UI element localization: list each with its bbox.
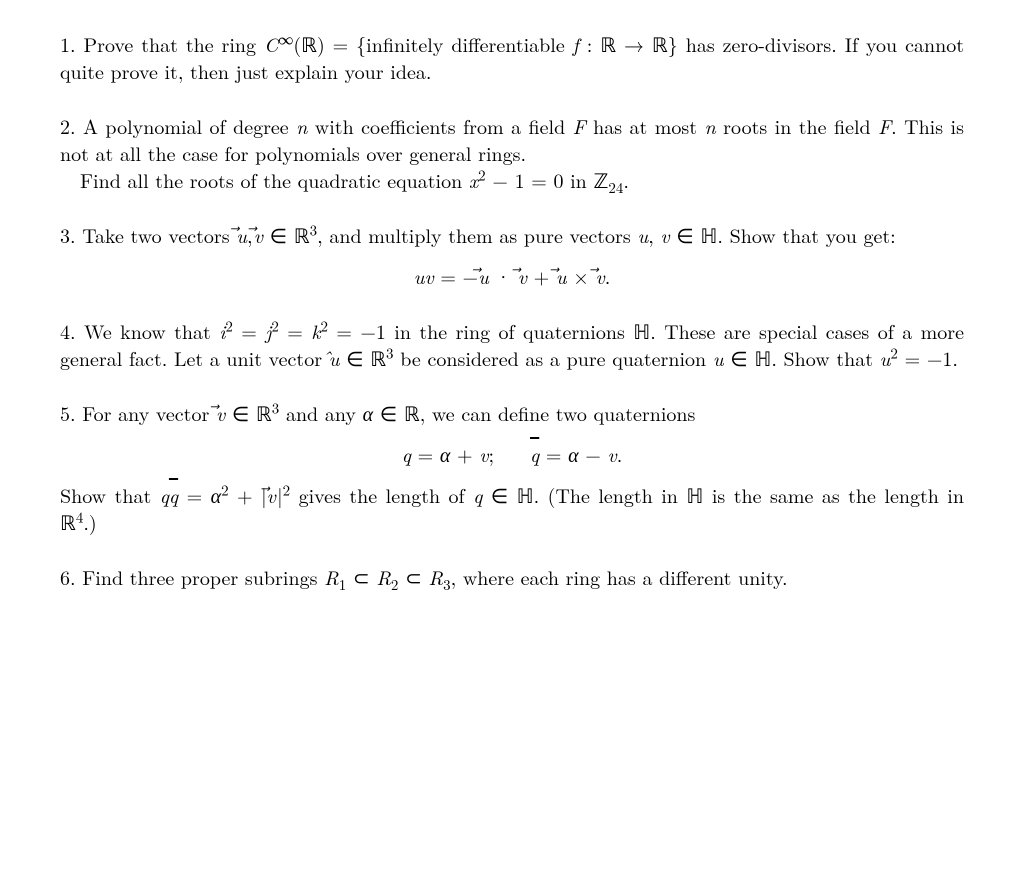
problem-1-body: 1. Prove that the ring C∞(ℝ) = {infinite… [60,30,964,84]
problem-3-text: Take two vectors u, v ∈ ℝ3, and multiply… [82,220,895,249]
problem-5-number: 5. [60,398,76,427]
problem-5-after: Show that qq = α2 + |v |2 gives the leng… [60,481,964,535]
problem-5-body: 5. For any vector v ∈ ℝ3 and any α ∈ ℝ, … [60,399,964,426]
problem-3-number: 3. [60,220,76,249]
problem-4-body: 4. We know that i2 = j2 = k2 = −1 in the… [60,317,964,371]
problem-5: 5. For any vector v ∈ ℝ3 and any α ∈ ℝ, … [60,399,964,535]
problem-2-body: 2. A polynomial of degree n with coeffic… [60,112,964,166]
problem-4-text: We know that i2 = j2 = k2 = −1 in the ri… [60,316,964,372]
problem-2-number: 2. [60,111,76,140]
page: 1. Prove that the ring C∞(ℝ) = {infinite… [0,0,1024,871]
problem-4-number: 4. [60,316,76,345]
problem-3-equation: uv = −u · v + u × v. [60,262,964,289]
problem-1-number: 1. [60,29,76,58]
problem-1-text: Prove that the ring C∞(ℝ) = {infinitely … [60,29,964,85]
problem-3-body: 3. Take two vectors u, v ∈ ℝ3, and multi… [60,221,964,248]
problem-4: 4. We know that i2 = j2 = k2 = −1 in the… [60,317,964,371]
problem-2: 2. A polynomial of degree n with coeffic… [60,112,964,193]
problem-2-text: A polynomial of degree n with coefficien… [60,111,964,167]
problem-6: 6. Find three proper subrings R1 ⊂ R2 ⊂ … [60,563,964,590]
problem-6-text: Find three proper subrings R1 ⊂ R2 ⊂ R3,… [82,562,787,591]
problem-1: 1. Prove that the ring C∞(ℝ) = {infinite… [60,30,964,84]
problem-3: 3. Take two vectors u, v ∈ ℝ3, and multi… [60,221,964,289]
problem-5-equation: q = α + v;q = α − v. [60,440,964,467]
problem-6-number: 6. [60,562,76,591]
problem-6-body: 6. Find three proper subrings R1 ⊂ R2 ⊂ … [60,563,964,590]
problem-2-extra: Find all the roots of the quadratic equa… [60,166,964,193]
problem-5-text: For any vector v ∈ ℝ3 and any α ∈ ℝ, we … [82,398,695,427]
